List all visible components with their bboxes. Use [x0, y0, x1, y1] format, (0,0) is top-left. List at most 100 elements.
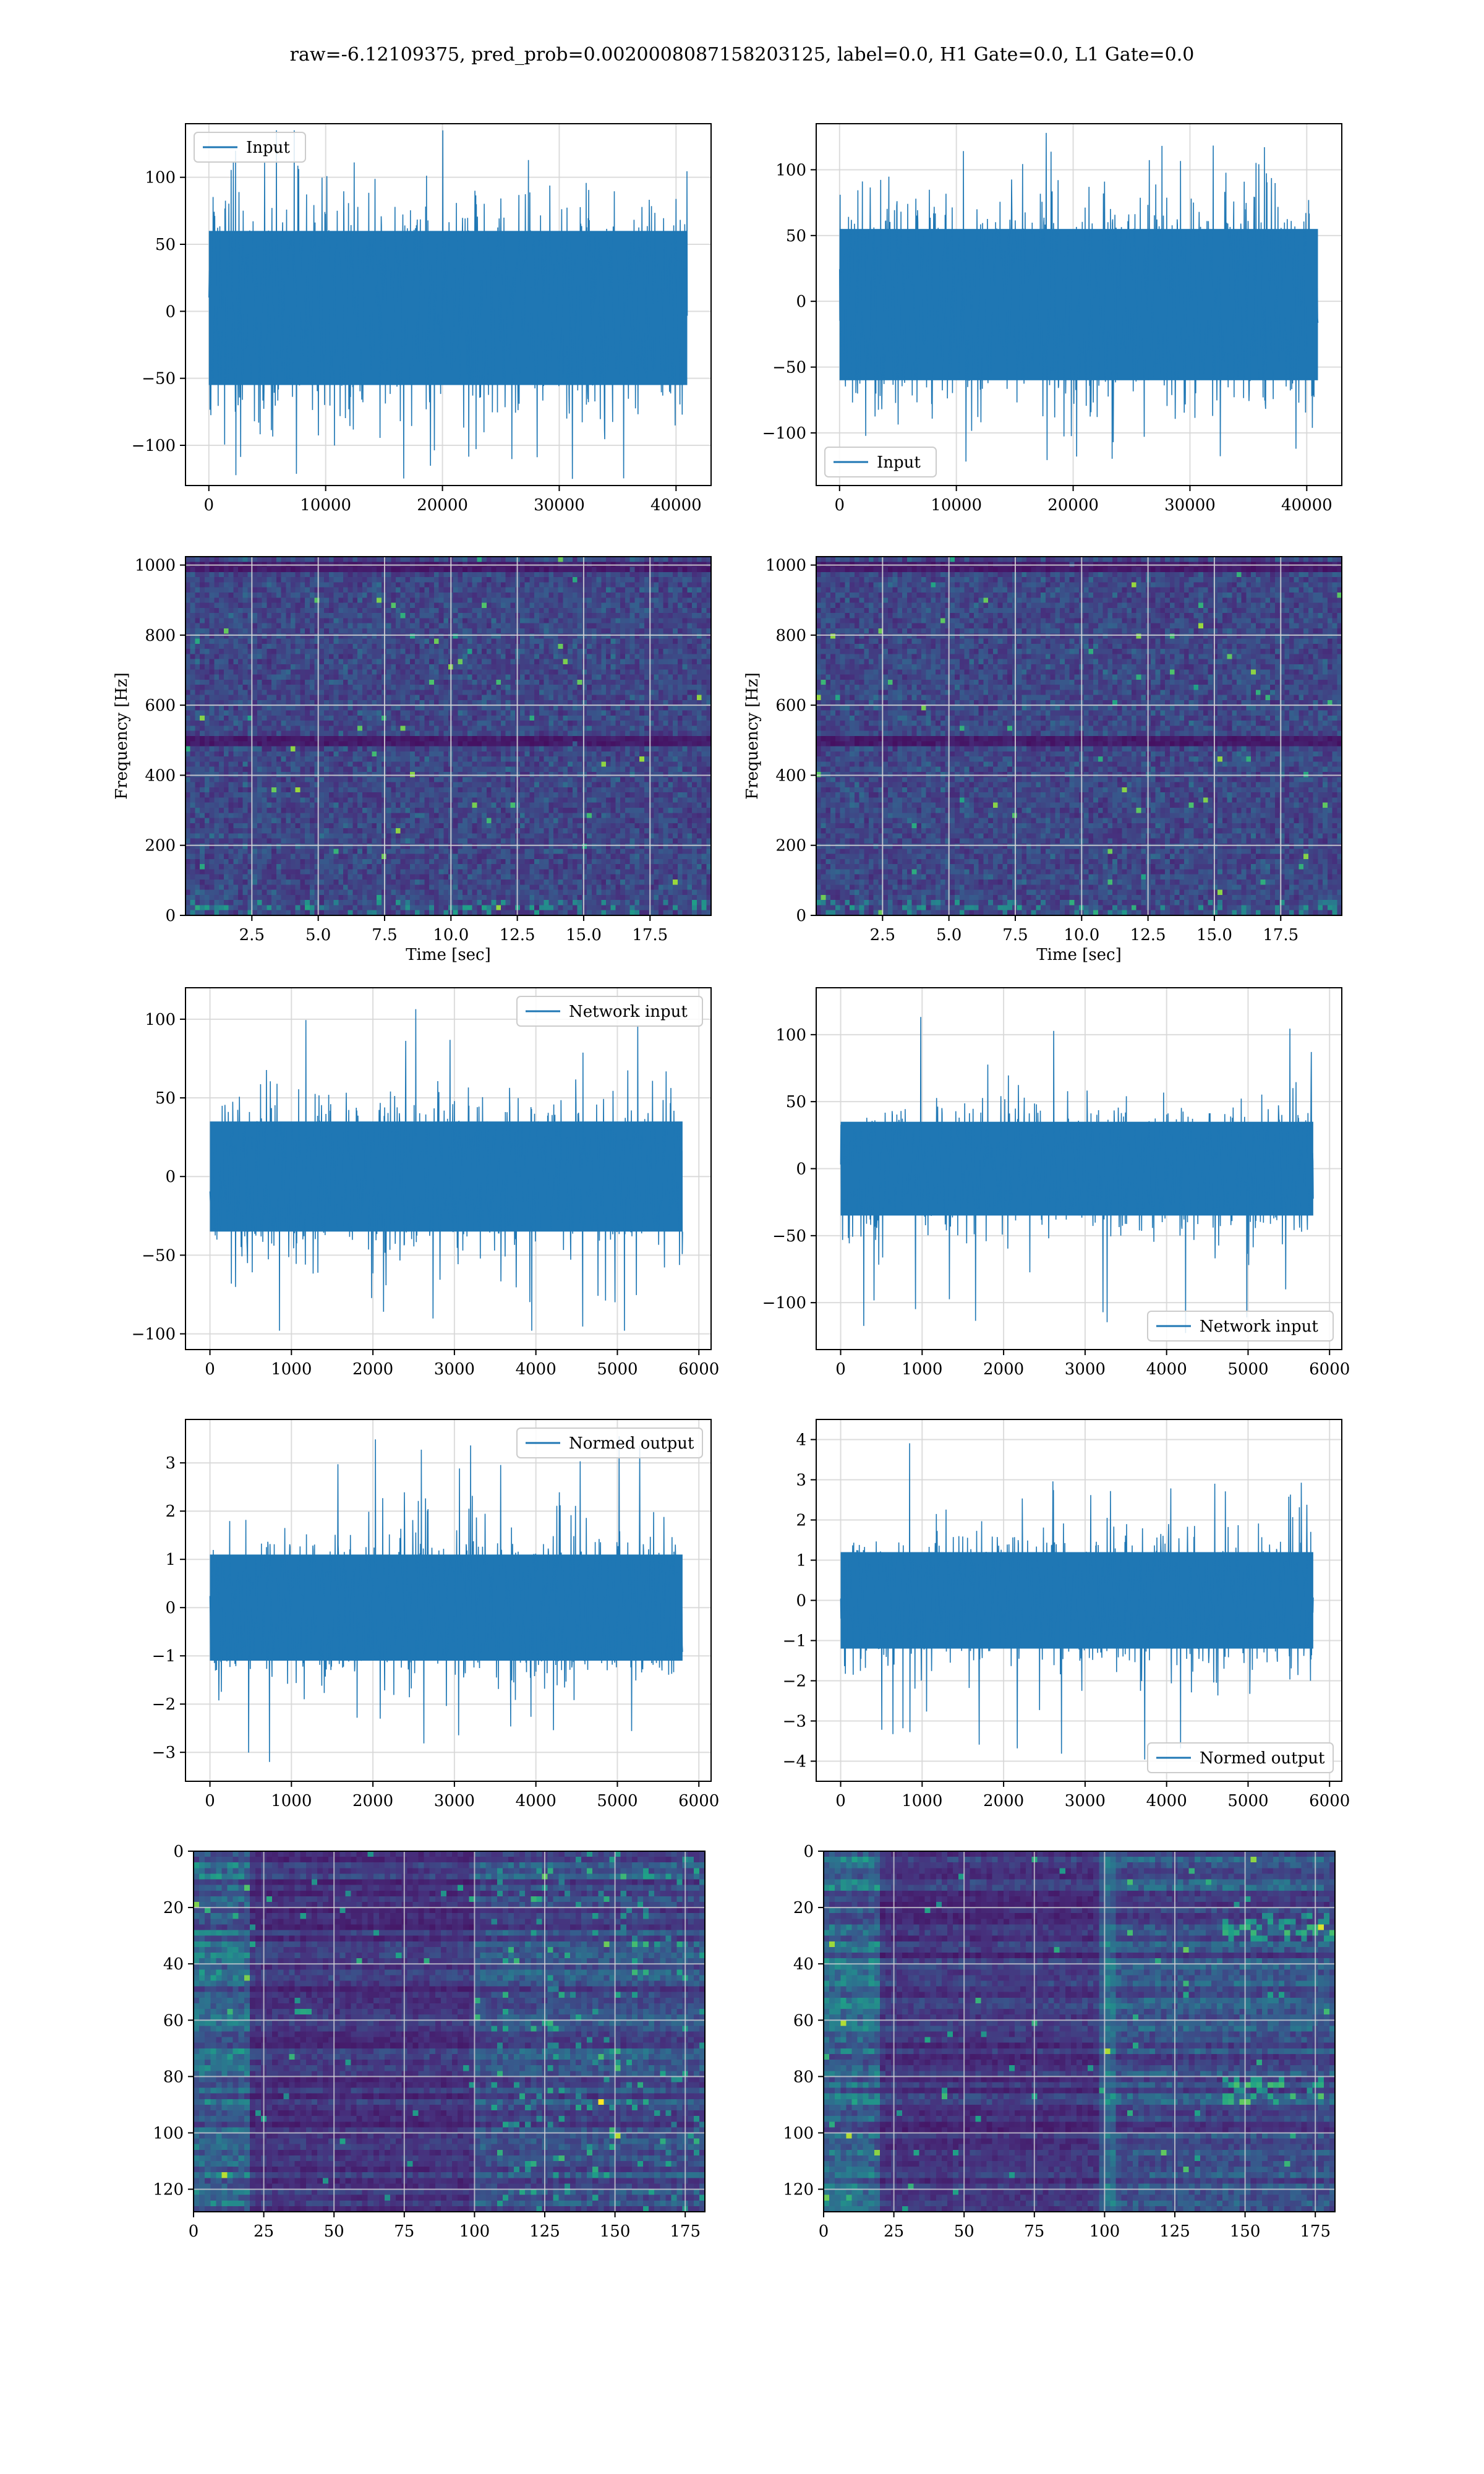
spectrogram-cell	[281, 597, 286, 603]
spectrogram-cell	[563, 741, 568, 747]
spectrogram-cell	[443, 593, 448, 598]
spectrogram-cell	[601, 711, 606, 716]
spectrogram-cell	[429, 664, 434, 670]
spectrogram-cell	[634, 633, 639, 639]
spectrogram-cell	[195, 654, 200, 659]
spectrogram-cell	[544, 721, 549, 726]
spectrogram-cell	[224, 777, 229, 782]
spectrogram-cell	[553, 680, 558, 685]
spectrogram-cell	[573, 557, 578, 562]
spectrogram-cell	[324, 669, 329, 675]
spectrogram-cell	[678, 628, 683, 634]
spectrogram-cell	[539, 695, 544, 701]
spectrogram-cell	[210, 572, 215, 578]
spectrogram-cell	[587, 695, 592, 701]
spectrogram-cell	[352, 597, 357, 603]
spectrogram-cell	[654, 695, 659, 701]
spectrogram-cell	[443, 669, 448, 675]
spectrogram-cell	[582, 649, 587, 654]
spectrogram-cell	[324, 649, 329, 654]
spectrogram-cell	[343, 756, 348, 762]
spectrogram-cell	[529, 644, 534, 649]
spectrogram-cell	[687, 664, 692, 670]
spectrogram-cell	[520, 639, 525, 644]
spectrogram-cell	[520, 705, 525, 711]
spectrogram-cell	[267, 664, 271, 670]
spectrogram-cell	[501, 782, 506, 788]
spectrogram-cell	[243, 751, 248, 757]
spectrogram-cell	[357, 741, 362, 747]
spectrogram-cell	[190, 741, 195, 747]
y-tick-label: −50	[772, 359, 806, 377]
spectrogram-cell	[377, 644, 382, 649]
spectrogram-cell	[310, 741, 315, 747]
spectrogram-cell	[482, 782, 487, 788]
spectrogram-cell	[352, 618, 357, 623]
spectrogram-cell	[276, 613, 281, 618]
spectrogram-cell	[238, 628, 243, 634]
spectrogram-cell	[229, 664, 234, 670]
spectrogram-cell	[214, 736, 219, 742]
spectrogram-cell	[286, 680, 291, 685]
spectrogram-cell	[296, 664, 301, 670]
spectrogram-cell	[343, 567, 348, 573]
spectrogram-cell	[291, 756, 296, 762]
spectrogram-cell	[348, 613, 353, 618]
spectrogram-cell	[396, 603, 401, 609]
spectrogram-cell	[219, 731, 224, 737]
spectrogram-cell	[544, 649, 549, 654]
spectrogram-cell	[615, 751, 620, 757]
spectrogram-cell	[678, 644, 683, 649]
spectrogram-cell	[219, 726, 224, 731]
spectrogram-cell	[634, 685, 639, 690]
spectrogram-cell	[243, 593, 248, 598]
spectrogram-cell	[296, 588, 301, 593]
spectrogram-cell	[238, 623, 243, 629]
spectrogram-cell	[291, 659, 296, 665]
spectrogram-cell	[186, 680, 190, 685]
spectrogram-cell	[472, 654, 477, 659]
spectrogram-cell	[238, 639, 243, 644]
spectrogram-cell	[520, 685, 525, 690]
spectrogram-cell	[578, 690, 582, 695]
spectrogram-cell	[663, 777, 668, 782]
spectrogram-cell	[424, 736, 429, 742]
spectrogram-cell	[625, 557, 630, 562]
spectrogram-cell	[492, 761, 497, 767]
spectrogram-cell	[520, 557, 525, 562]
spectrogram-cell	[195, 557, 200, 562]
spectrogram-cell	[186, 711, 190, 716]
spectrogram-cell	[644, 597, 649, 603]
spectrogram-cell	[267, 747, 271, 752]
spectrogram-cell	[501, 557, 506, 562]
spectrogram-cell	[224, 741, 229, 747]
spectrogram-cell	[391, 639, 396, 644]
spectrogram-cell	[453, 761, 458, 767]
spectrogram-cell	[420, 623, 425, 629]
spectrogram-cell	[467, 628, 472, 634]
spectrogram-cell	[520, 628, 525, 634]
spectrogram-cell	[683, 597, 688, 603]
spectrogram-cell	[578, 716, 582, 721]
spectrogram-cell	[539, 593, 544, 598]
spectrogram-cell	[429, 761, 434, 767]
spectrogram-cell	[668, 588, 673, 593]
spectrogram-cell	[539, 777, 544, 782]
spectrogram-cell	[477, 593, 482, 598]
spectrogram-cell	[548, 618, 553, 623]
spectrogram-cell	[659, 675, 663, 680]
spectrogram-cell	[386, 690, 391, 695]
spectrogram-cell	[252, 731, 257, 737]
spectrogram-cell	[338, 608, 343, 614]
spectrogram-cell	[362, 685, 367, 690]
spectrogram-cell	[343, 557, 348, 562]
spectrogram-cell	[219, 618, 224, 623]
spectrogram-cell	[525, 680, 530, 685]
spectrogram-cell	[257, 685, 262, 690]
spectrogram-cell	[683, 623, 688, 629]
spectrogram-cell	[477, 741, 482, 747]
spectrogram-cell	[539, 741, 544, 747]
spectrogram-cell	[219, 736, 224, 742]
spectrogram-cell	[443, 597, 448, 603]
spectrogram-cell	[415, 756, 420, 762]
